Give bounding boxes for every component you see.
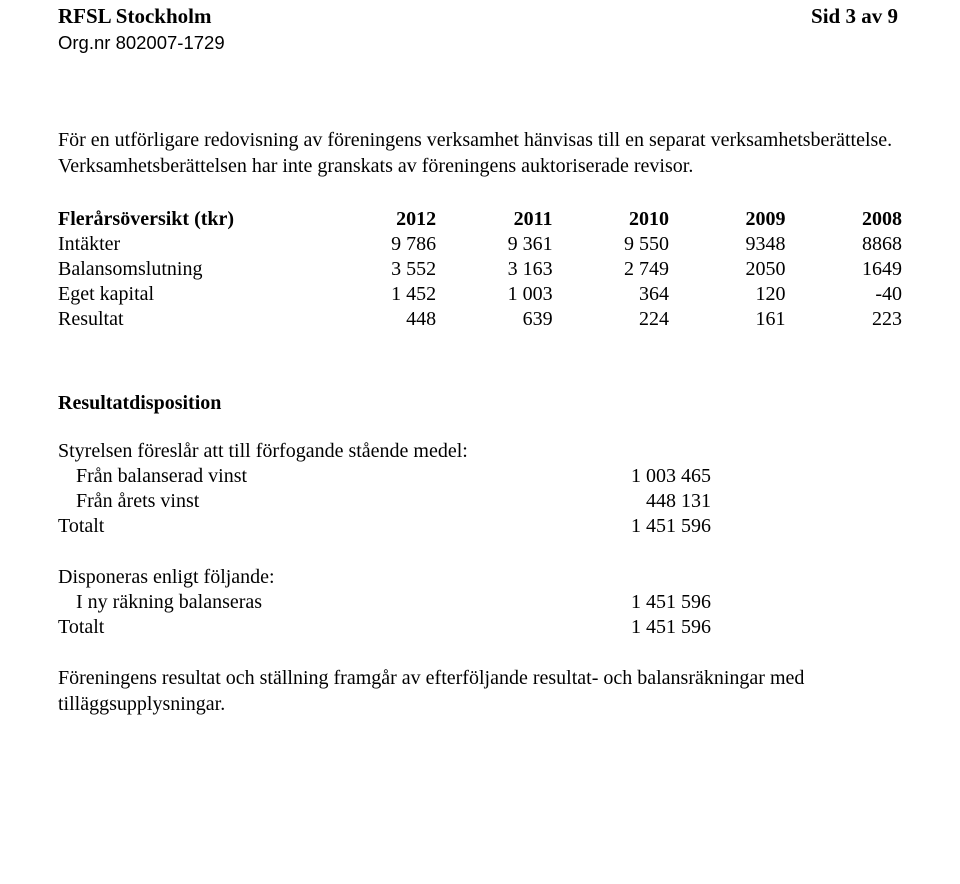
row-label: Balansomslutning [58, 257, 320, 282]
proposal-intro: Styrelsen föreslår att till förfogande s… [58, 439, 711, 464]
cell: 9 786 [320, 232, 436, 257]
row-label: Totalt [58, 514, 551, 539]
header-left: RFSL Stockholm Org.nr 802007-1729 [58, 4, 225, 56]
row-label: Resultat [58, 307, 320, 332]
cell: 9348 [669, 232, 785, 257]
cell: 120 [669, 282, 785, 307]
cell: 161 [669, 307, 785, 332]
cell: 448 [320, 307, 436, 332]
table-row: Balansomslutning 3 552 3 163 2 749 2050 … [58, 257, 902, 282]
cell: 3 163 [436, 257, 552, 282]
cell: 223 [786, 307, 903, 332]
cell: 448 131 [551, 489, 711, 514]
proposal-table: Styrelsen föreslår att till förfogande s… [58, 439, 711, 539]
disposal-table: Disponeras enligt följande: I ny räkning… [58, 565, 711, 640]
dispose-intro: Disponeras enligt följande: [58, 565, 711, 590]
cell: 2050 [669, 257, 785, 282]
cell: 3 552 [320, 257, 436, 282]
row-label: Intäkter [58, 232, 320, 257]
cell: 639 [436, 307, 552, 332]
table-row: Från balanserad vinst 1 003 465 [58, 464, 711, 489]
table-row: Eget kapital 1 452 1 003 364 120 -40 [58, 282, 902, 307]
intro-paragraph: För en utförligare redovisning av föreni… [58, 128, 902, 179]
overview-table: Flerårsöversikt (tkr) 2012 2011 2010 200… [58, 207, 902, 332]
cell: 2 749 [553, 257, 669, 282]
org-name: RFSL Stockholm [58, 4, 225, 29]
org-number: Org.nr 802007-1729 [58, 31, 225, 56]
document-page: RFSL Stockholm Org.nr 802007-1729 Sid 3 … [0, 0, 960, 884]
cell: 9 550 [553, 232, 669, 257]
cell: 1 003 [436, 282, 552, 307]
cell: 1 452 [320, 282, 436, 307]
cell: 1 451 596 [551, 615, 711, 640]
cell: 364 [553, 282, 669, 307]
row-label: Eget kapital [58, 282, 320, 307]
cell: 8868 [786, 232, 903, 257]
cell: 224 [553, 307, 669, 332]
closing-paragraph: Föreningens resultat och ställning framg… [58, 666, 902, 717]
table-row: Från årets vinst 448 131 [58, 489, 711, 514]
table-row: Resultat 448 639 224 161 223 [58, 307, 902, 332]
table-row: Totalt 1 451 596 [58, 615, 711, 640]
disposition-heading: Resultatdisposition [58, 392, 902, 415]
row-label: Totalt [58, 615, 551, 640]
document-body: För en utförligare redovisning av föreni… [58, 128, 902, 717]
page-number: Sid 3 av 9 [811, 4, 898, 29]
cell: -40 [786, 282, 903, 307]
cell: 1649 [786, 257, 903, 282]
row-label: Från balanserad vinst [58, 464, 551, 489]
overview-year: 2010 [553, 207, 669, 232]
overview-header-row: Flerårsöversikt (tkr) 2012 2011 2010 200… [58, 207, 902, 232]
cell: 1 451 596 [551, 514, 711, 539]
overview-year: 2011 [436, 207, 552, 232]
cell: 1 451 596 [551, 590, 711, 615]
cell: 1 003 465 [551, 464, 711, 489]
overview-heading: Flerårsöversikt (tkr) [58, 207, 320, 232]
table-row: I ny räkning balanseras 1 451 596 [58, 590, 711, 615]
overview-year: 2012 [320, 207, 436, 232]
overview-year: 2009 [669, 207, 785, 232]
table-row: Totalt 1 451 596 [58, 514, 711, 539]
table-row: Styrelsen föreslår att till förfogande s… [58, 439, 711, 464]
table-row: Intäkter 9 786 9 361 9 550 9348 8868 [58, 232, 902, 257]
overview-year: 2008 [786, 207, 903, 232]
row-label: Från årets vinst [58, 489, 551, 514]
row-label: I ny räkning balanseras [58, 590, 551, 615]
table-row: Disponeras enligt följande: [58, 565, 711, 590]
cell: 9 361 [436, 232, 552, 257]
